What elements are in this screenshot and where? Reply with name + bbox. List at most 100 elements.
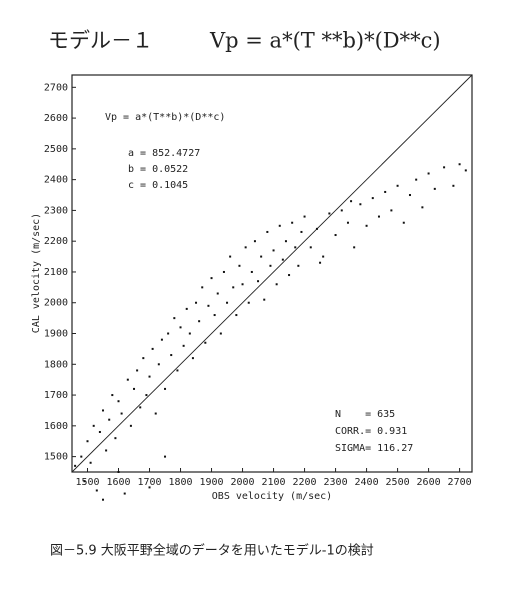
- point: [353, 246, 356, 249]
- point: [92, 424, 95, 427]
- point: [89, 461, 92, 464]
- point: [219, 332, 222, 335]
- point: [148, 486, 151, 489]
- point: [179, 326, 182, 329]
- x-tick-label: 2500: [386, 477, 410, 488]
- y-tick-label: 1800: [44, 359, 68, 370]
- point: [350, 200, 353, 203]
- point: [253, 240, 256, 243]
- point: [464, 169, 467, 172]
- x-tick-label: 1500: [75, 477, 99, 488]
- stat-sigma: SIGMA= 116.27: [335, 443, 413, 454]
- point: [291, 221, 294, 224]
- point: [151, 347, 154, 350]
- point: [235, 314, 238, 317]
- x-tick-label: 2700: [448, 477, 472, 488]
- caption: 図－5.9 大阪平野全域のデータを用いたモデル-1の検討: [50, 543, 374, 559]
- x-tick-label: 2600: [417, 477, 441, 488]
- y-tick-label: 2000: [44, 298, 68, 309]
- x-tick-label: 1800: [168, 477, 192, 488]
- point: [297, 264, 300, 267]
- point: [114, 437, 117, 440]
- point: [433, 187, 436, 190]
- point: [421, 206, 424, 209]
- point: [142, 357, 145, 360]
- stat-n: N = 635: [335, 409, 395, 420]
- x-tick-label: 2000: [230, 477, 254, 488]
- y-tick-label: 1500: [44, 452, 68, 463]
- coef-b: b = 0.0522: [128, 164, 188, 175]
- point: [260, 255, 263, 258]
- y-tick-label: 1700: [44, 390, 68, 401]
- point: [98, 430, 101, 433]
- point: [238, 264, 241, 267]
- point: [120, 412, 123, 415]
- point: [157, 363, 160, 366]
- point: [176, 369, 179, 372]
- point: [129, 424, 132, 427]
- point: [204, 341, 207, 344]
- point: [390, 209, 393, 212]
- point: [160, 338, 163, 341]
- x-tick-label: 2300: [324, 477, 348, 488]
- point: [229, 255, 232, 258]
- point: [300, 230, 303, 233]
- point: [210, 277, 213, 280]
- point: [319, 261, 322, 264]
- x-tick-label: 1700: [137, 477, 161, 488]
- point: [173, 317, 176, 320]
- point: [340, 209, 343, 212]
- coef-c: c = 0.1045: [128, 180, 188, 191]
- chart-title: モデル－１: [48, 29, 153, 53]
- point: [136, 369, 139, 372]
- y-axis-label: CAL velocity (m/sec): [31, 213, 42, 333]
- point: [86, 440, 89, 443]
- y-tick-label: 2500: [44, 144, 68, 155]
- point: [148, 375, 151, 378]
- point: [195, 301, 198, 304]
- point: [226, 301, 229, 304]
- point: [102, 498, 105, 501]
- y-tick-label: 2100: [44, 267, 68, 278]
- point: [275, 283, 278, 286]
- point: [278, 224, 281, 227]
- point: [188, 332, 191, 335]
- point: [272, 249, 275, 252]
- point: [359, 203, 362, 206]
- point: [139, 406, 142, 409]
- formula: Vp = a*(T**b)*(D**c): [105, 112, 225, 123]
- point: [74, 464, 77, 467]
- point: [111, 394, 114, 397]
- point: [384, 190, 387, 193]
- point: [213, 314, 216, 317]
- y-tick-label: 2400: [44, 175, 68, 186]
- point: [241, 283, 244, 286]
- x-tick-label: 2200: [293, 477, 317, 488]
- point: [322, 255, 325, 258]
- x-tick-label: 2100: [262, 477, 286, 488]
- point: [145, 394, 148, 397]
- coef-a: a = 852.4727: [128, 148, 200, 159]
- point: [250, 270, 253, 273]
- point: [83, 480, 86, 483]
- point: [365, 224, 368, 227]
- x-tick-label: 1900: [199, 477, 223, 488]
- point: [108, 418, 111, 421]
- y-tick-label: 1900: [44, 329, 68, 340]
- point: [396, 184, 399, 187]
- point: [266, 230, 269, 233]
- point: [346, 221, 349, 224]
- point: [117, 400, 120, 403]
- plot-frame: [71, 74, 473, 473]
- point: [167, 332, 170, 335]
- point: [247, 301, 250, 304]
- point: [303, 215, 306, 218]
- point: [328, 212, 331, 215]
- point: [164, 387, 167, 390]
- point: [443, 166, 446, 169]
- point: [334, 234, 337, 237]
- point: [123, 492, 126, 495]
- reference-line: [71, 74, 473, 473]
- point: [117, 471, 120, 473]
